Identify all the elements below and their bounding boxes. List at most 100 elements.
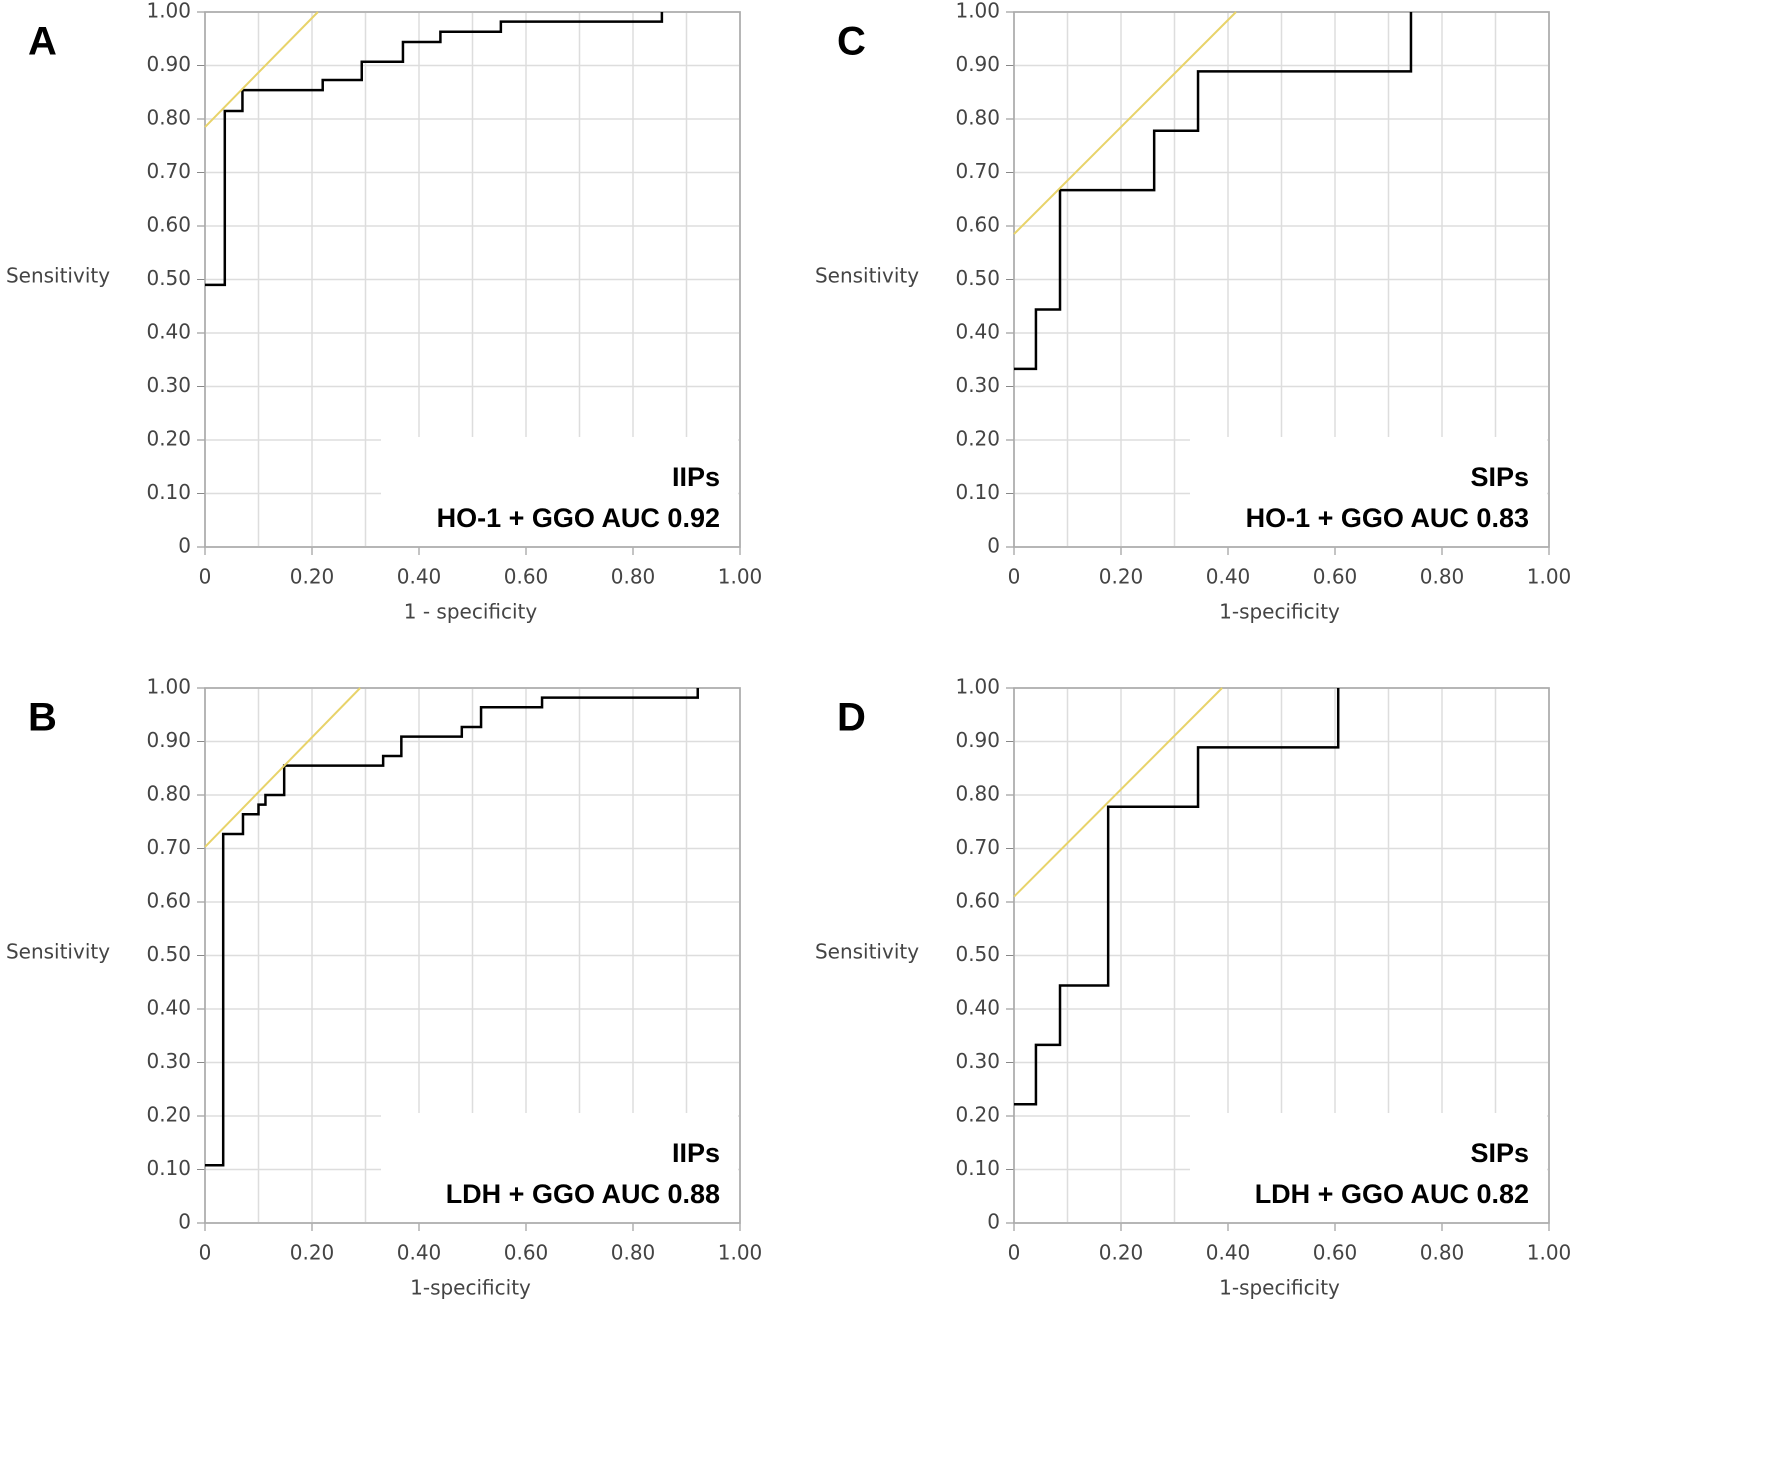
y-tick-label: 0.70 [146,159,191,183]
roc-line [1014,12,1413,371]
y-tick-label: 0.10 [955,480,1000,504]
y-tick-label: 0.90 [146,52,191,76]
x-tick-label: 0.40 [397,565,442,589]
x-tick-label: 0 [1008,1241,1021,1265]
y-tick-label: 0.40 [955,996,1000,1020]
plot-border [1013,11,1550,548]
annotation-box [1190,437,1547,546]
y-tick-label: 0 [987,534,1000,558]
x-tick-label: 0.60 [504,1241,549,1265]
y-tick-label: 0.30 [146,1049,191,1073]
y-axis-label: Sensitivity [6,264,110,288]
x-tick-label: 0 [199,1241,212,1265]
annotation: IIPs [672,1138,720,1168]
y-tick-label: 1.00 [955,675,1000,699]
roc-line [1013,11,1237,235]
x-axis-label: 1-specificity [1219,600,1340,624]
y-tick-label: 0.60 [955,889,1000,913]
y-tick-label: 0.20 [955,1103,1000,1127]
y-axis-label: Sensitivity [6,940,110,964]
x-tick-label: 1.00 [1527,565,1572,589]
y-tick-label: 0.40 [955,320,1000,344]
annotation: HO-1 + GGO AUC 0.83 [1246,503,1529,533]
plot-border [1013,687,1550,1224]
y-tick-label: 0.80 [146,782,191,806]
plot-border [204,687,741,1224]
panel-letter: D [837,696,866,740]
y-tick-label: 0.40 [146,320,191,344]
panel-letter: C [837,20,866,64]
y-tick-label: 0.70 [955,159,1000,183]
x-tick-label: 0.40 [1206,1241,1251,1265]
plot-border [204,11,741,548]
y-tick-label: 0 [178,534,191,558]
roc-line [204,11,319,128]
annotation-box [381,437,738,546]
y-tick-label: 1.00 [146,0,191,23]
annotation-box [381,1113,738,1222]
x-tick-label: 0.20 [290,1241,335,1265]
x-tick-label: 0.20 [1099,1241,1144,1265]
y-tick-label: 0.60 [146,213,191,237]
x-tick-label: 0.80 [1420,1241,1465,1265]
roc-line [205,688,699,1167]
x-tick-label: 0 [199,565,212,589]
y-tick-label: 0.30 [146,373,191,397]
annotation-box [1190,1113,1547,1222]
x-tick-label: 1.00 [1527,1241,1572,1265]
x-tick-label: 0.40 [1206,565,1251,589]
y-tick-label: 0.50 [955,266,1000,290]
x-axis-label: 1-specificity [410,1276,531,1300]
annotation: SIPs [1470,1138,1529,1168]
y-tick-label: 0.30 [955,1049,1000,1073]
annotation: HO-1 + GGO AUC 0.92 [437,503,720,533]
y-tick-label: 0.20 [146,1103,191,1127]
y-tick-label: 0.70 [146,835,191,859]
y-tick-label: 0.90 [146,728,191,752]
roc-line [1013,687,1223,898]
x-tick-label: 0.80 [611,1241,656,1265]
x-tick-label: 0.60 [1313,565,1358,589]
panel-letter: A [28,20,57,64]
y-tick-label: 0.50 [146,266,191,290]
y-tick-label: 0.70 [955,835,1000,859]
y-tick-label: 0 [178,1210,191,1234]
y-tick-label: 0.20 [146,427,191,451]
y-tick-label: 0.10 [146,480,191,504]
y-tick-label: 0 [987,1210,1000,1234]
y-tick-label: 0.60 [955,213,1000,237]
y-tick-label: 0.80 [955,106,1000,130]
y-tick-label: 0.50 [955,942,1000,966]
roc-line [1014,688,1340,1106]
y-tick-label: 1.00 [955,0,1000,23]
roc-line [204,687,361,848]
x-tick-label: 0.80 [1420,565,1465,589]
annotation: LDH + GGO AUC 0.82 [1255,1179,1529,1209]
x-axis-label: 1 - specificity [404,600,538,624]
y-axis-label: Sensitivity [815,264,919,288]
x-tick-label: 0.20 [1099,565,1144,589]
annotation: LDH + GGO AUC 0.88 [446,1179,720,1209]
y-tick-label: 0.60 [146,889,191,913]
y-tick-label: 0.40 [146,996,191,1020]
x-tick-label: 0.40 [397,1241,442,1265]
y-axis-label: Sensitivity [815,940,919,964]
annotation: IIPs [672,462,720,492]
x-axis-label: 1-specificity [1219,1276,1340,1300]
y-tick-label: 0.10 [146,1156,191,1180]
y-tick-label: 0.90 [955,52,1000,76]
x-tick-label: 1.00 [718,565,763,589]
y-tick-label: 0.90 [955,728,1000,752]
panel-letter: B [28,696,57,740]
x-tick-label: 0.60 [504,565,549,589]
x-tick-label: 1.00 [718,1241,763,1265]
x-tick-label: 0.60 [1313,1241,1358,1265]
roc-line [205,12,664,287]
y-tick-label: 0.30 [955,373,1000,397]
y-tick-label: 0.10 [955,1156,1000,1180]
y-tick-label: 0.80 [146,106,191,130]
y-tick-label: 0.50 [146,942,191,966]
annotation: SIPs [1470,462,1529,492]
x-tick-label: 0.20 [290,565,335,589]
